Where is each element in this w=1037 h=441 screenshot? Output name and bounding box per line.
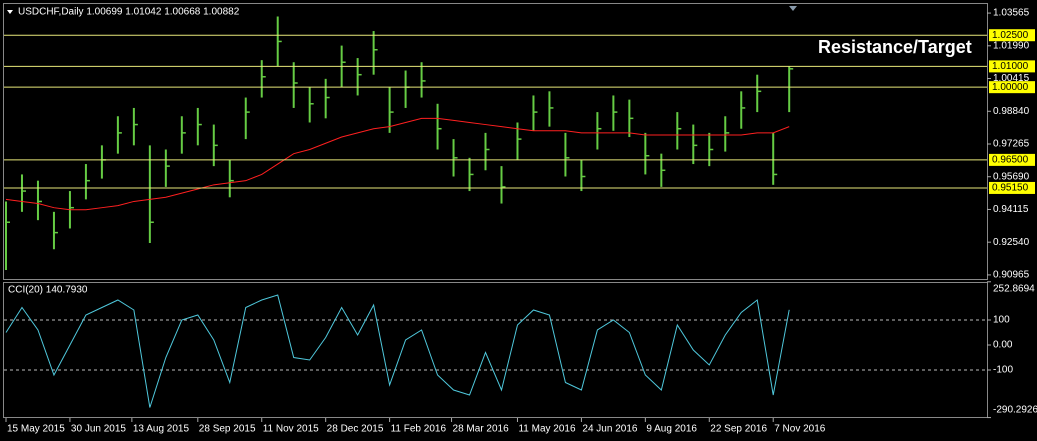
level-label: 0.95150 [992,183,1029,194]
level-label-box [989,29,1035,42]
level-label: 1.02500 [992,30,1029,41]
indicator-title: CCI(20) 140.7930 [8,285,88,296]
y-tick-label: -100 [993,365,1013,376]
y-tick-label: 1.00415 [993,73,1030,84]
x-tick-label: 11 Nov 2015 [263,424,319,435]
y-tick-label: 0.98840 [993,106,1030,117]
x-tick-label: 28 Sep 2015 [199,424,256,435]
x-tick-label: 9 Aug 2016 [646,424,697,435]
main-pane [3,3,988,280]
annotation: Resistance/Target [818,37,972,57]
x-tick-label: 15 May 2015 [7,424,65,435]
y-tick-label: 0.92540 [993,237,1030,248]
y-tick-label: 252.8694 [993,284,1035,295]
y-tick-label: 0.97265 [993,139,1030,150]
x-tick-label: 11 May 2016 [518,424,576,435]
level-label-box [989,81,1035,94]
y-tick-label: 1.01990 [993,40,1030,51]
y-tick-label: 0.94115 [993,204,1029,215]
x-tick-label: 30 Jun 2015 [71,424,126,435]
level-label-box [989,181,1035,194]
indicator-line [5,294,790,408]
level-label-box [989,60,1035,73]
level-label-box [989,153,1035,166]
y-tick-label: 100 [993,315,1010,326]
menu-arrow [7,10,13,14]
x-tick-label: 28 Mar 2016 [453,424,510,435]
y-tick-label: 0.00 [993,340,1013,351]
shift-marker [789,6,797,11]
x-tick-label: 13 Aug 2015 [133,424,190,435]
x-tick-label: 22 Sep 2016 [710,424,767,435]
y-tick-label: 1.03565 [993,8,1030,19]
chart-title: USDCHF,Daily 1.00699 1.01042 1.00668 1.0… [18,7,240,18]
indicator-pane [3,282,988,418]
y-tick-label: 0.95690 [993,171,1030,182]
x-tick-label: 24 Jun 2016 [582,424,637,435]
moving-average [5,117,790,211]
x-tick-label: 7 Nov 2016 [774,424,826,435]
x-tick-label: 28 Dec 2015 [327,424,384,435]
level-label: 1.01000 [992,61,1029,72]
x-tick-label: 11 Feb 2016 [391,424,447,435]
level-label: 1.00000 [992,82,1029,93]
y-tick-label: -290.2926 [993,405,1037,416]
level-label: 0.96500 [992,155,1029,166]
y-tick-label: 0.90965 [993,270,1030,281]
